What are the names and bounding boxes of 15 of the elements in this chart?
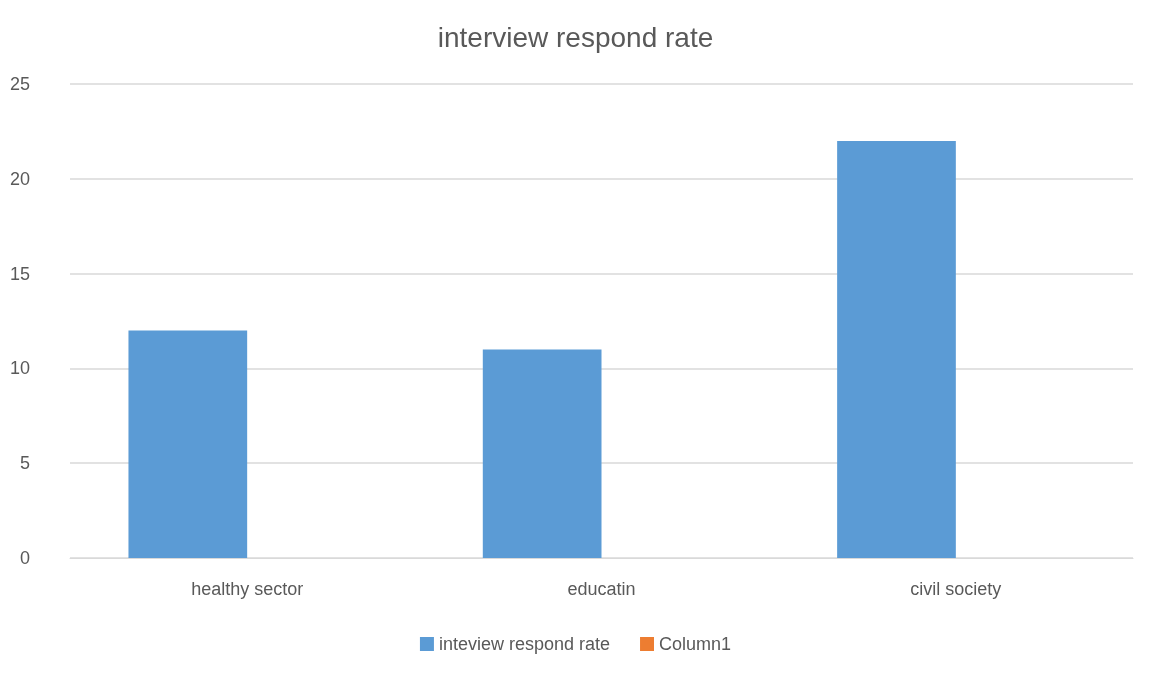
x-tick-label: healthy sector xyxy=(191,579,304,599)
y-tick-label: 15 xyxy=(9,263,30,284)
y-tick-label: 25 xyxy=(9,74,30,94)
x-tick-label: educatin xyxy=(567,579,636,599)
bar xyxy=(837,140,956,558)
y-tick-label: 0 xyxy=(19,548,30,568)
bar xyxy=(128,330,248,558)
legend-label: Column1 xyxy=(659,634,732,654)
y-tick-label: 20 xyxy=(9,168,30,189)
chart-title: interview respond rate xyxy=(437,21,714,53)
bar xyxy=(482,349,602,558)
y-tick-label: 10 xyxy=(9,358,30,379)
y-tick-label: 5 xyxy=(19,453,30,474)
legend-label: inteview respond rate xyxy=(438,634,611,654)
x-tick-label: civil society xyxy=(910,579,1002,599)
